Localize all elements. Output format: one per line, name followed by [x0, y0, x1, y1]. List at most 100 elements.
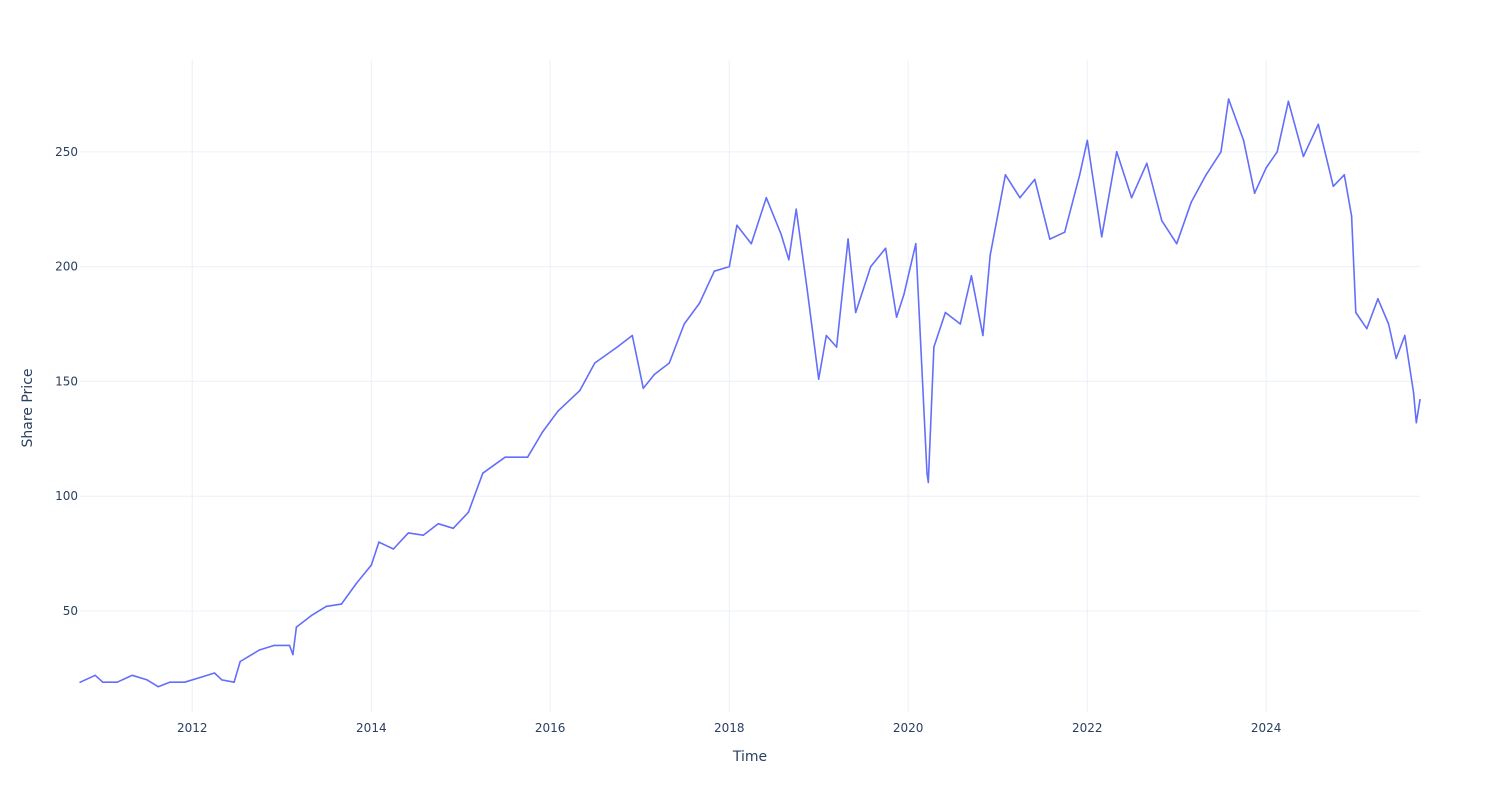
data-point	[116, 681, 118, 683]
data-point	[933, 346, 935, 348]
data-point	[1350, 215, 1353, 217]
share-price-series-line	[79, 98, 1421, 688]
data-point	[1317, 123, 1320, 126]
data-point	[292, 653, 294, 656]
data-point	[392, 548, 395, 550]
data-point	[1242, 139, 1245, 142]
data-point	[1287, 100, 1290, 103]
data-point	[199, 676, 201, 679]
data-point	[273, 644, 276, 647]
data-point	[504, 456, 506, 459]
data-point	[1034, 178, 1036, 181]
data-point	[94, 674, 96, 677]
data-point	[698, 302, 701, 305]
data-point	[1078, 174, 1081, 176]
data-point	[1190, 201, 1192, 204]
data-point	[895, 316, 898, 318]
data-point	[131, 674, 133, 677]
data-point	[1100, 236, 1103, 238]
x-tick-label: 2012	[177, 721, 208, 735]
data-point	[959, 323, 962, 325]
data-point	[1377, 298, 1379, 300]
x-tick-label: 2020	[893, 721, 924, 735]
data-point	[1276, 151, 1278, 153]
data-point	[541, 431, 544, 433]
y-tick-label: 200	[55, 260, 78, 274]
data-point	[146, 679, 148, 681]
grid	[80, 60, 1420, 712]
data-point	[526, 456, 529, 459]
data-point	[168, 681, 171, 683]
data-point	[854, 311, 857, 314]
data-point	[258, 649, 261, 651]
data-point	[869, 265, 872, 268]
data-point	[1146, 162, 1148, 165]
data-point	[233, 681, 235, 683]
data-point	[1332, 185, 1335, 188]
data-point	[407, 532, 410, 534]
data-point	[970, 275, 973, 277]
data-point	[982, 334, 984, 337]
data-point	[1387, 323, 1390, 325]
data-point	[1049, 238, 1051, 240]
data-point	[780, 233, 782, 236]
data-point	[1220, 151, 1222, 153]
data-point	[183, 681, 186, 683]
data-point	[750, 242, 753, 245]
data-point	[788, 258, 790, 261]
series-layer	[79, 98, 1421, 688]
data-point	[1415, 421, 1418, 424]
data-point	[1366, 327, 1368, 330]
data-point	[944, 311, 947, 314]
data-point	[795, 208, 797, 210]
x-tick-label: 2016	[535, 721, 566, 735]
data-point	[1412, 392, 1415, 394]
data-point	[903, 293, 905, 296]
data-point	[579, 389, 581, 392]
data-point	[370, 564, 373, 566]
data-point	[1004, 174, 1007, 176]
tick-labels: 2012 2014 2016 2018 2020 2022 2024 50 100 150 200 2…	[55, 145, 1281, 735]
data-point	[102, 681, 104, 683]
data-point	[1395, 357, 1397, 360]
data-point	[1253, 192, 1256, 194]
data-point	[653, 373, 656, 376]
data-point	[736, 224, 738, 227]
data-point	[1086, 139, 1089, 142]
data-point	[1343, 174, 1346, 176]
data-point	[1175, 242, 1178, 245]
y-tick-label: 100	[55, 489, 78, 503]
y-axis-title: Share Price	[20, 368, 36, 447]
data-point	[1205, 174, 1207, 176]
y-tick-label: 50	[63, 604, 78, 618]
data-point	[310, 614, 313, 617]
data-point	[668, 362, 671, 364]
data-point	[340, 603, 343, 605]
data-point	[927, 481, 930, 484]
data-point	[288, 644, 291, 647]
y-tick-label: 150	[55, 374, 78, 388]
data-point	[1115, 151, 1118, 153]
data-point	[325, 605, 328, 608]
data-point	[765, 196, 768, 199]
x-tick-label: 2024	[1251, 721, 1282, 735]
data-point	[1404, 334, 1406, 337]
data-point	[806, 288, 808, 291]
data-point	[683, 323, 685, 325]
data-point	[467, 511, 470, 514]
data-point	[157, 685, 159, 688]
data-point	[1227, 98, 1230, 100]
data-point	[825, 334, 828, 337]
data-point	[713, 270, 716, 273]
data-point	[631, 334, 634, 337]
data-point	[79, 681, 81, 683]
data-point	[1355, 311, 1357, 314]
data-point	[482, 472, 484, 475]
data-point	[221, 679, 223, 681]
data-point	[1130, 196, 1133, 199]
data-point	[557, 410, 559, 413]
data-point	[642, 387, 645, 390]
data-point	[213, 672, 216, 674]
